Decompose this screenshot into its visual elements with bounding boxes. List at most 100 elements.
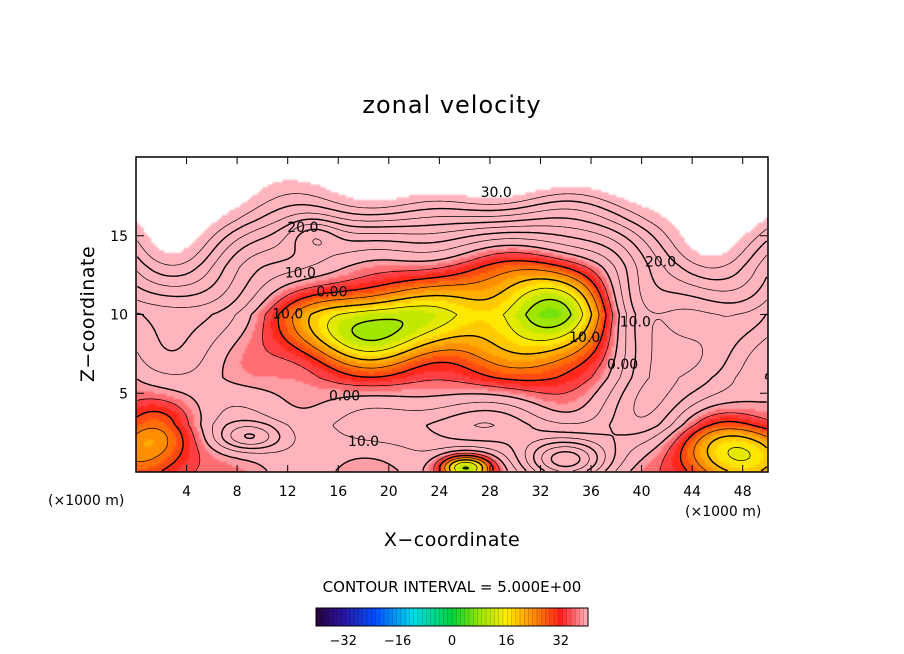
x-tick-label: 36 [582, 484, 600, 500]
x-tick-label: 16 [329, 484, 347, 500]
x-tick-label: 48 [734, 484, 752, 500]
colorbar-cell [358, 608, 364, 626]
contour-line [351, 298, 572, 470]
colorbar-cell [528, 608, 534, 626]
contour-line [308, 278, 768, 472]
contour-labels: 30.020.010.00.0010.010.00.0010.020.00.00… [272, 185, 676, 450]
colorbar-cell [316, 608, 321, 626]
colorbar-cell [362, 608, 368, 626]
colorbar-cell [524, 608, 529, 626]
contour-line [136, 260, 767, 472]
chart-title: zonal velocity [362, 91, 541, 119]
colorbar-cells [315, 608, 589, 626]
colorbar-cell [562, 608, 568, 626]
colorbar-cell [515, 608, 521, 626]
contour-label: 20.0 [645, 255, 676, 271]
x-tick-label: 4 [182, 484, 191, 500]
colorbar-cell [541, 608, 546, 626]
colorbar-cell [490, 608, 495, 626]
colorbar-cell [367, 608, 372, 626]
colorbar-cell [511, 608, 517, 626]
colorbar-cell [422, 608, 427, 626]
colorbar-cell [447, 608, 453, 626]
contour-line [137, 228, 768, 472]
colorbar-cell [545, 608, 551, 626]
colorbar: −32 −16 0 16 32 [315, 607, 589, 649]
colorbar-cell [413, 608, 419, 626]
colorbar-cell [549, 608, 555, 626]
x-tick-label: 32 [532, 484, 550, 500]
y-axis-ticks: 5 10 15 [110, 229, 768, 402]
colorbar-cell [375, 608, 381, 626]
contour-label: 0.00 [316, 284, 347, 300]
x-tick-label: 44 [683, 484, 701, 500]
colorbar-frame [315, 607, 589, 627]
x-tick-label: 24 [430, 484, 448, 500]
contour-label: 10.0 [569, 330, 600, 346]
x-axis-ticks: 4 8 12 16 20 24 28 32 36 40 44 48 [182, 157, 752, 500]
colorbar-cell [452, 608, 457, 626]
colorbar-cell [558, 608, 563, 626]
colorbar-cell [571, 608, 576, 626]
colorbar-cell [324, 608, 330, 626]
colorbar-cell [460, 608, 466, 626]
colorbar-cell [337, 608, 342, 626]
y-tick-label: 10 [110, 308, 128, 324]
colorbar-tick-label: 32 [553, 634, 570, 649]
colorbar-cell [464, 608, 470, 626]
contour-line [137, 223, 767, 471]
colorbar-cell [503, 608, 508, 626]
colorbar-tick-label: −16 [384, 634, 411, 649]
colorbar-cell [405, 608, 410, 626]
z-unit-label: (×1000 m) [685, 504, 761, 520]
contour-line [136, 217, 768, 472]
colorbar-cell [537, 608, 542, 626]
colorbar-cell [396, 608, 402, 626]
x-tick-label: 40 [633, 484, 651, 500]
colorbar-cell [388, 608, 393, 626]
contour-line [327, 287, 751, 471]
colorbar-cell [456, 608, 461, 626]
colorbar-cell [532, 608, 538, 626]
contour-lines [136, 193, 768, 472]
colorbar-cell [401, 608, 406, 626]
contour-line [137, 252, 767, 471]
contour-label: 10.0 [272, 307, 303, 323]
colorbar-tick-label: −32 [329, 634, 356, 649]
contour-line [136, 244, 768, 472]
colorbar-tick-label: 16 [498, 634, 515, 649]
colorbar-tick-labels: −32 −16 0 16 32 [329, 634, 569, 649]
colorbar-cell [354, 608, 359, 626]
y-tick-label: 15 [110, 229, 128, 245]
heatmap-field [136, 157, 768, 472]
contour-label: 10.0 [348, 434, 379, 450]
contour-interval-label: CONTOUR INTERVAL = 5.000E+00 [323, 578, 582, 596]
contour-line [137, 193, 767, 269]
colorbar-cell [494, 608, 500, 626]
colorbar-cell [379, 608, 385, 626]
colorbar-cell [473, 608, 478, 626]
colorbar-cell [426, 608, 432, 626]
y-axis-label: Z−coordinate [77, 246, 99, 382]
colorbar-cell [371, 608, 376, 626]
colorbar-cell [477, 608, 483, 626]
colorbar-cell [443, 608, 449, 626]
colorbar-cell [392, 608, 398, 626]
contour-label: 0.00 [607, 357, 638, 373]
colorbar-cell [520, 608, 525, 626]
colorbar-cell [469, 608, 474, 626]
colorbar-cell [481, 608, 487, 626]
colorbar-cell [328, 608, 334, 626]
x-tick-label: 20 [380, 484, 398, 500]
colorbar-cell [430, 608, 436, 626]
colorbar-cell [435, 608, 440, 626]
x-tick-label: 28 [481, 484, 499, 500]
plot-area: 30.020.010.00.0010.010.00.0010.020.00.00… [110, 156, 769, 500]
contour-label: 0.00 [329, 388, 360, 404]
x-tick-label: 12 [279, 484, 297, 500]
contour-line [136, 238, 767, 471]
colorbar-cell [507, 608, 512, 626]
colorbar-tick-label: 0 [448, 634, 456, 649]
colorbar-cell [566, 608, 572, 626]
